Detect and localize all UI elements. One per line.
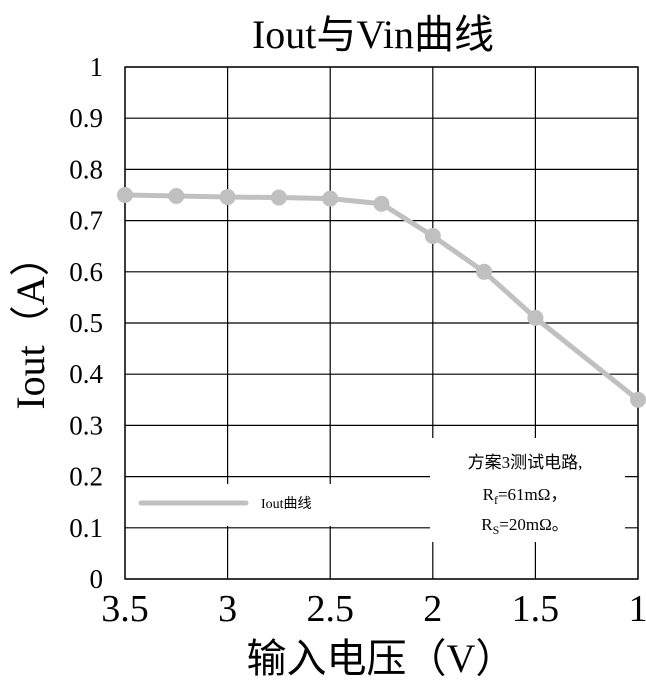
y-tick-label: 0.9 — [69, 103, 103, 133]
data-point — [630, 391, 646, 408]
series-layer — [117, 187, 646, 408]
data-point — [168, 188, 185, 205]
annotation-line-3: RS=20mΩ。 — [481, 515, 568, 537]
annotation-line-2: Rf=61mΩ， — [483, 485, 568, 507]
legend-label: Iout曲线 — [261, 496, 312, 512]
chart-title: Iout与Vin曲线 — [252, 12, 494, 57]
data-point — [424, 227, 441, 244]
y-tick-label: 0.4 — [69, 359, 103, 389]
annotation-line-1: 方案3测试电路, — [468, 453, 583, 472]
y-tick-label: 0.6 — [69, 257, 103, 287]
x-tick-label: 2 — [423, 588, 442, 630]
y-tick-label: 0 — [90, 564, 104, 594]
x-tick-label: 3 — [218, 588, 237, 630]
annotation: 方案3测试电路, Rf=61mΩ， RS=20mΩ。 — [430, 438, 625, 542]
data-point — [117, 187, 133, 203]
plot-frame — [124, 66, 639, 580]
data-point — [373, 195, 390, 212]
y-axis-label: Iout（A） — [8, 236, 53, 409]
y-tick-label: 0.3 — [69, 410, 103, 440]
annotation-box — [430, 438, 625, 542]
x-tick-label: 2.5 — [306, 588, 354, 630]
data-point — [322, 190, 339, 207]
x-tick-label: 1.5 — [512, 588, 560, 630]
legend: Iout曲线 — [133, 484, 336, 526]
x-axis-label: 输入电压（V） — [247, 636, 516, 681]
y-tick-label: 0.8 — [69, 154, 103, 184]
data-point — [219, 189, 236, 206]
x-tick-labels: 3.5 3 2.5 2 1.5 1 — [101, 588, 646, 630]
series-line — [124, 192, 640, 402]
y-tick-label: 1 — [90, 52, 104, 82]
data-point — [270, 189, 287, 206]
x-tick-label: 1 — [629, 588, 646, 630]
y-tick-label: 0.1 — [69, 513, 103, 543]
data-point — [527, 309, 544, 326]
data-point — [476, 263, 493, 280]
y-tick-labels: 0 0.1 0.2 0.3 0.4 0.5 0.6 0.7 0.8 0.9 1 — [69, 52, 103, 594]
y-tick-label: 0.7 — [69, 206, 103, 236]
y-tick-label: 0.2 — [69, 462, 103, 492]
x-tick-label: 3.5 — [101, 588, 149, 630]
y-tick-label: 0.5 — [69, 308, 103, 338]
